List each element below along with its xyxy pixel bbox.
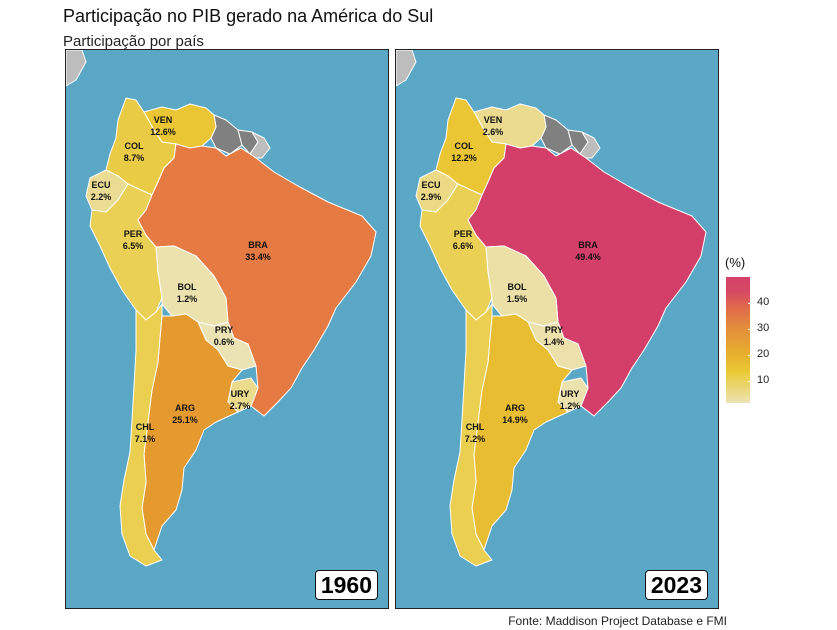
- color-legend: (%) 10 20 30 40: [723, 255, 813, 415]
- country-code-bol-1960: BOL: [178, 282, 198, 292]
- country-code-ury-1960: URY: [231, 389, 250, 399]
- country-value-bol-1960: 1.2%: [177, 294, 198, 304]
- country-value-bol-2023: 1.5%: [507, 294, 528, 304]
- chart-title: Participação no PIB gerado na América do…: [63, 6, 434, 26]
- south-america-map-1960: VEN 12.6% COL 8.7% ECU 2.2% PER 6.5% BRA 33.4% BOL…: [66, 50, 377, 567]
- country-code-chl-2023: CHL: [466, 422, 485, 432]
- country-value-chl-2023: 7.2%: [465, 434, 486, 444]
- year-badge-1960: 1960: [314, 570, 378, 600]
- country-value-ury-1960: 2.7%: [230, 401, 251, 411]
- country-value-col-1960: 8.7%: [124, 153, 145, 163]
- country-value-ecu-1960: 2.2%: [91, 192, 112, 202]
- source-caption: Fonte: Maddison Project Database e FMI: [508, 614, 727, 628]
- south-america-map-2023: VEN 2.6% COL 12.2% ECU 2.9% PER 6.6% BRA 49.4% BOL…: [396, 50, 707, 567]
- country-value-pry-2023: 1.4%: [544, 337, 565, 347]
- country-value-bra-2023: 49.4%: [575, 252, 601, 262]
- country-code-pry-1960: PRY: [215, 325, 233, 335]
- french-guiana-region-1960: [249, 131, 271, 159]
- country-value-bra-1960: 33.4%: [245, 252, 271, 262]
- country-code-ven-1960: VEN: [154, 115, 173, 125]
- map-panel-1960: VEN 12.6% COL 8.7% ECU 2.2% PER 6.5% BRA 33.4% BOL…: [65, 49, 389, 609]
- country-code-per-1960: PER: [124, 229, 143, 239]
- country-code-arg-2023: ARG: [505, 403, 525, 413]
- country-value-arg-2023: 14.9%: [502, 415, 528, 425]
- legend-title: (%): [725, 255, 746, 270]
- country-value-arg-1960: 25.1%: [172, 415, 198, 425]
- country-value-ven-1960: 12.6%: [150, 127, 176, 137]
- central-america-region-2023: [396, 50, 417, 87]
- country-value-col-2023: 12.2%: [451, 153, 477, 163]
- central-america-region-1960: [66, 50, 87, 87]
- country-code-per-2023: PER: [454, 229, 473, 239]
- legend-tick-10: 10: [747, 374, 770, 386]
- legend-tick-30: 30: [747, 322, 770, 334]
- country-value-ecu-2023: 2.9%: [421, 192, 442, 202]
- legend-colorbar: [726, 277, 750, 403]
- year-badge-2023: 2023: [644, 570, 708, 600]
- country-code-arg-1960: ARG: [175, 403, 195, 413]
- country-code-col-2023: COL: [455, 141, 475, 151]
- country-chl-1960: [119, 303, 163, 567]
- french-guiana-region-2023: [579, 131, 601, 159]
- country-value-ury-2023: 1.2%: [560, 401, 581, 411]
- country-code-bol-2023: BOL: [508, 282, 528, 292]
- chart-subtitle: Participação por país: [63, 33, 204, 50]
- country-code-ury-2023: URY: [561, 389, 580, 399]
- country-value-chl-1960: 7.1%: [135, 434, 156, 444]
- country-value-ven-2023: 2.6%: [483, 127, 504, 137]
- country-value-per-2023: 6.6%: [453, 241, 474, 251]
- map-panel-2023: VEN 2.6% COL 12.2% ECU 2.9% PER 6.6% BRA 49.4% BOL…: [395, 49, 719, 609]
- country-value-per-1960: 6.5%: [123, 241, 144, 251]
- country-code-pry-2023: PRY: [545, 325, 563, 335]
- country-chl-2023: [449, 303, 493, 567]
- legend-tick-20: 20: [747, 348, 770, 360]
- country-code-bra-2023: BRA: [578, 240, 598, 250]
- country-value-pry-1960: 0.6%: [214, 337, 235, 347]
- country-code-chl-1960: CHL: [136, 422, 155, 432]
- country-code-ecu-1960: ECU: [91, 180, 110, 190]
- legend-tick-40: 40: [747, 296, 770, 308]
- country-code-ecu-2023: ECU: [421, 180, 440, 190]
- country-code-ven-2023: VEN: [484, 115, 503, 125]
- country-code-bra-1960: BRA: [248, 240, 268, 250]
- country-code-col-1960: COL: [125, 141, 145, 151]
